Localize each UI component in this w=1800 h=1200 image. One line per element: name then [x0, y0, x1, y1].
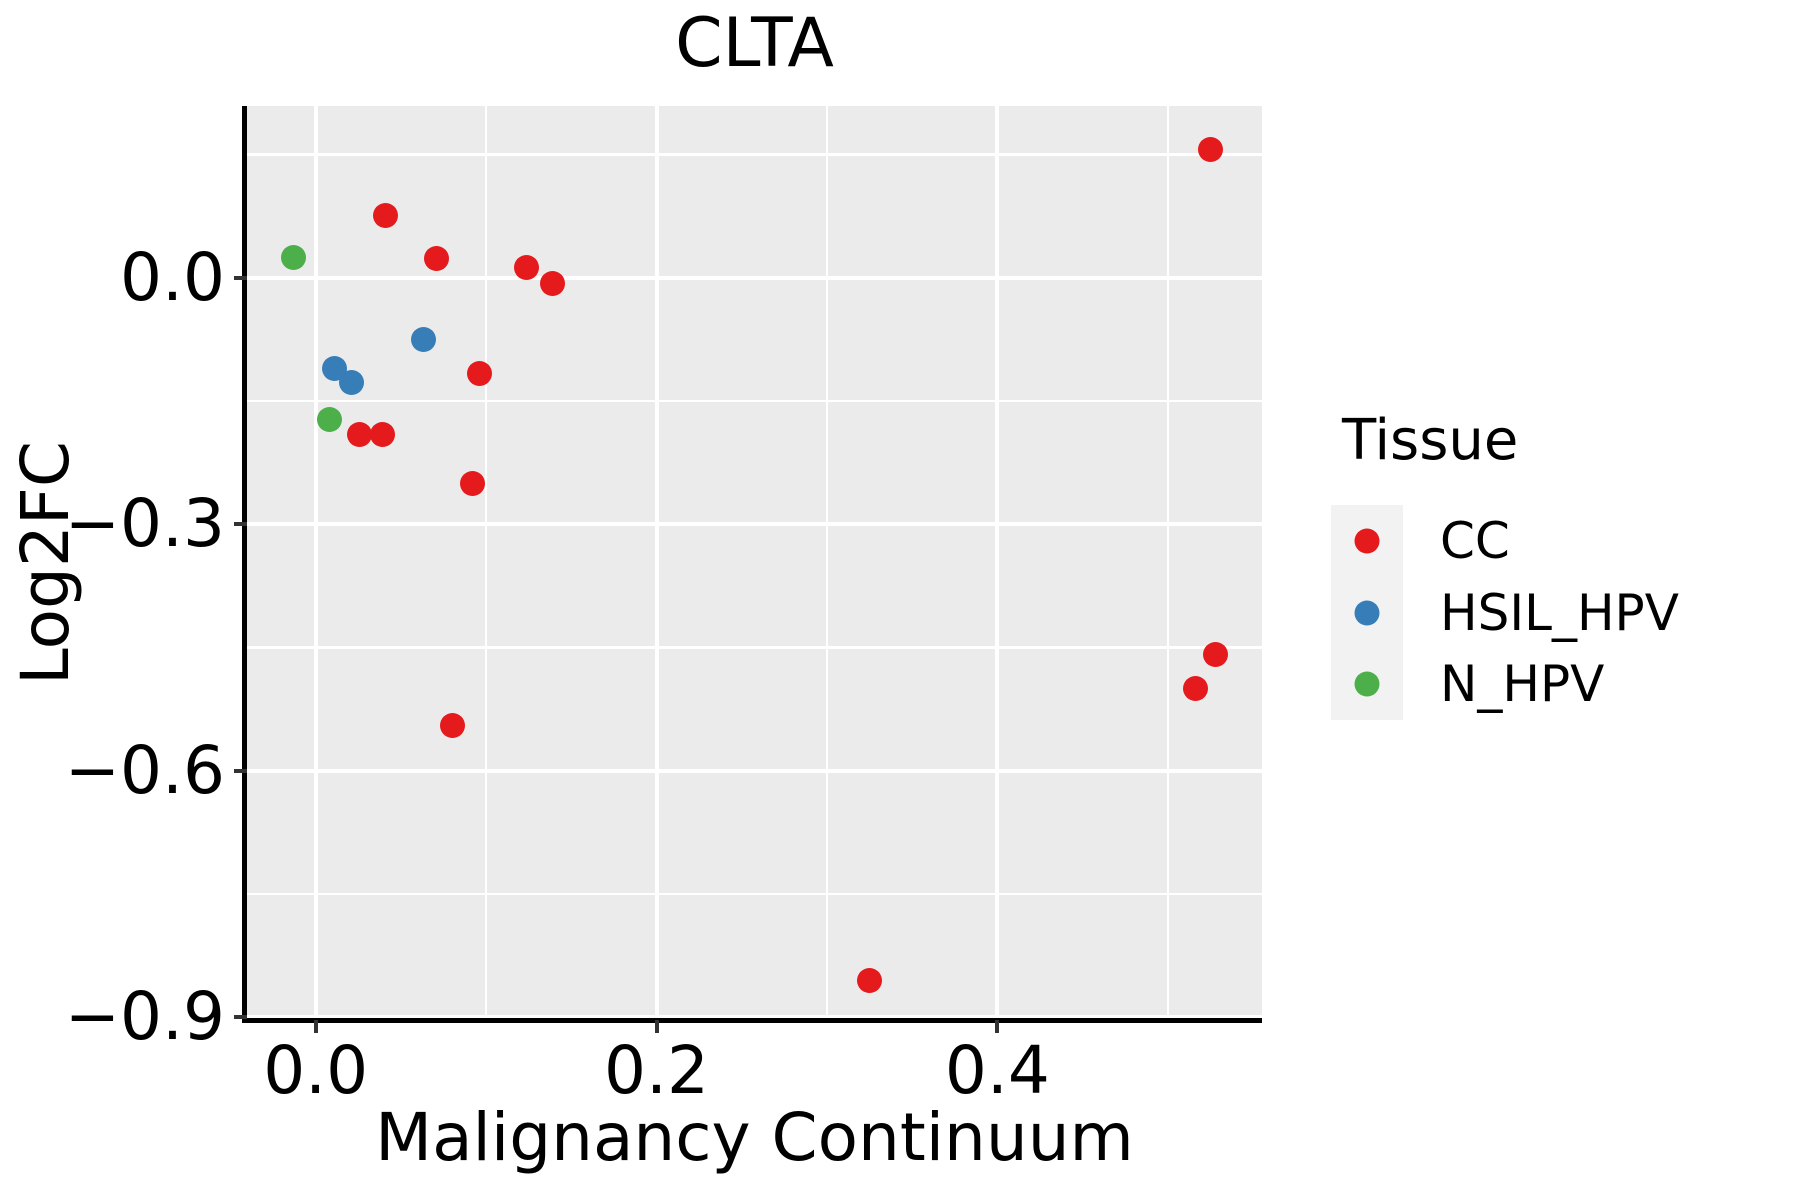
y-tick-label: −0.6 [64, 731, 225, 809]
gridline-major-x [654, 106, 659, 1020]
x-tick-label: 0.4 [944, 1032, 1050, 1109]
gridline-major-y [247, 522, 1262, 527]
legend-title: Tissue [1342, 408, 1519, 473]
point-CC [540, 270, 566, 296]
point-CC [1202, 642, 1228, 668]
gridline-minor-y [247, 646, 1262, 649]
legend-item-N_HPV: N_HPV [1331, 648, 1679, 721]
point-CC [459, 470, 485, 496]
gridline-minor-y [247, 153, 1262, 156]
point-CC [347, 422, 373, 448]
y-axis-line [242, 106, 247, 1023]
point-N_HPV [316, 407, 342, 433]
gridline-minor-x [484, 106, 488, 1020]
legend-item-HSIL_HPV: HSIL_HPV [1331, 576, 1679, 649]
gridline-major-x [995, 106, 1000, 1020]
legend-key-box [1331, 648, 1403, 721]
gridline-major-x [313, 106, 318, 1020]
y-tick-label: 0.0 [120, 238, 225, 316]
x-tick-mark [995, 1020, 1000, 1033]
x-axis-line [242, 1018, 1262, 1023]
x-tick-mark [313, 1020, 318, 1033]
x-tick-label: 0.0 [263, 1032, 369, 1109]
point-CC [439, 713, 465, 739]
legend-key-box [1331, 505, 1403, 577]
point-CC [424, 245, 450, 271]
legend-key-box [1331, 576, 1403, 649]
y-tick-label: −0.3 [64, 485, 225, 563]
gridline-major-y [247, 275, 1262, 280]
point-CC [466, 360, 492, 386]
legend-dot-N_HPV [1354, 671, 1380, 697]
legend-keys: CC HSIL_HPV N_HPV [1331, 505, 1679, 721]
plot-title: CLTA [675, 4, 834, 83]
legend-item-label: N_HPV [1440, 655, 1605, 714]
x-tick-mark [654, 1020, 659, 1033]
point-HSIL_HPV [338, 369, 364, 395]
y-axis-title: Log2FC [7, 441, 84, 685]
gridline-minor-x [1166, 106, 1169, 1020]
y-tick-mark [234, 768, 247, 773]
legend-item-label: CC [1440, 511, 1510, 570]
x-tick-label: 0.2 [604, 1032, 709, 1109]
gridline-minor-x [825, 106, 829, 1020]
point-CC [1182, 676, 1208, 702]
y-tick-mark [234, 275, 247, 280]
legend-dot-HSIL_HPV [1354, 600, 1380, 626]
legend-item-label: HSIL_HPV [1440, 583, 1679, 642]
legend-dot-CC [1354, 528, 1380, 554]
point-CC [857, 967, 883, 993]
gridline-major-y [247, 1015, 1262, 1020]
point-HSIL_HPV [410, 326, 436, 352]
x-axis-title: Malignancy Continuum [375, 1099, 1134, 1176]
point-CC [1197, 137, 1223, 163]
y-tick-mark [234, 1015, 247, 1020]
legend-item-CC: CC [1331, 505, 1679, 577]
y-tick-mark [234, 522, 247, 527]
y-tick-label: −0.9 [64, 978, 225, 1056]
gridline-minor-y [247, 892, 1262, 896]
point-CC [373, 202, 399, 228]
gridline-minor-y [247, 399, 1262, 403]
point-CC [369, 422, 395, 448]
plot-panel [247, 106, 1262, 1020]
point-N_HPV [281, 244, 307, 270]
gridline-major-y [247, 768, 1262, 773]
point-CC [514, 254, 540, 280]
